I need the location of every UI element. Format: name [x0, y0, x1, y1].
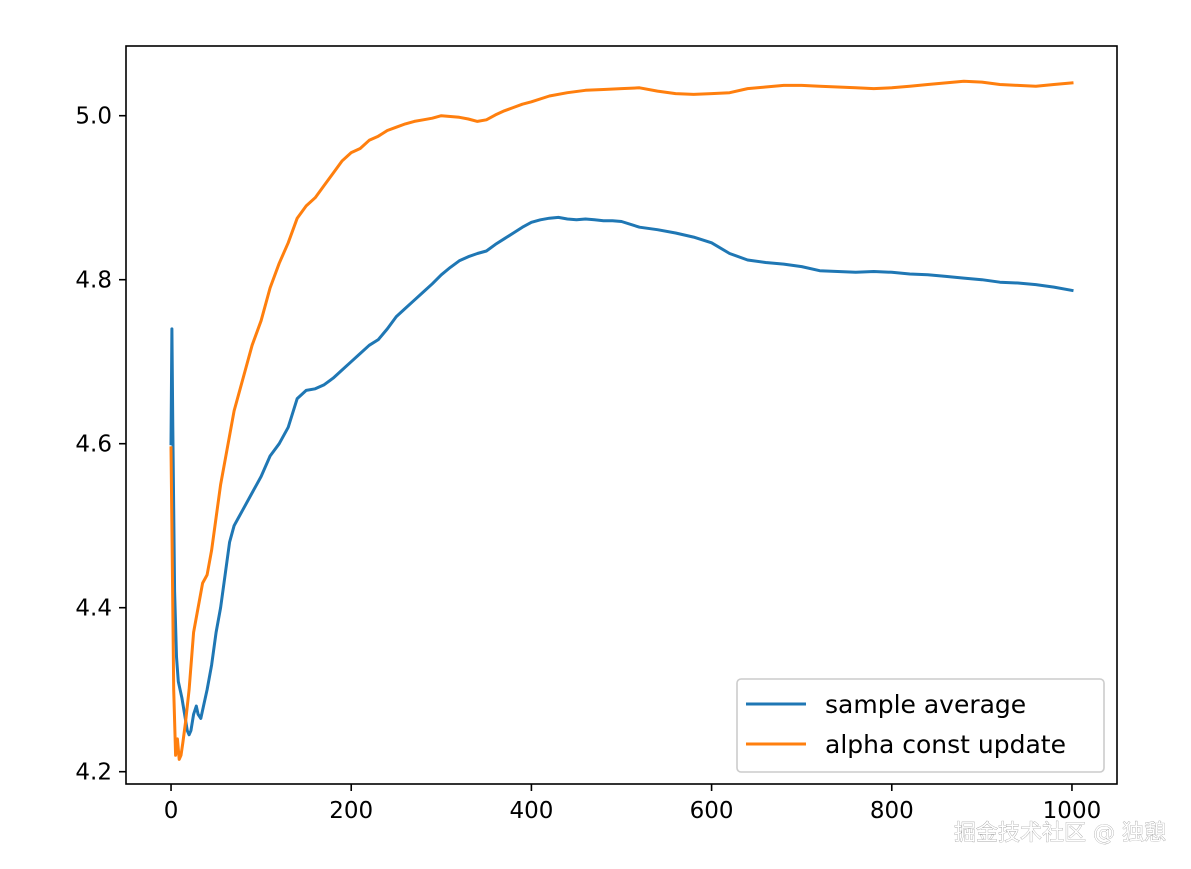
- y-tick-label-4: 5.0: [75, 104, 112, 130]
- x-tick-label-0: 0: [164, 798, 179, 824]
- x-tick-label-1: 200: [329, 798, 373, 824]
- legend: sample average alpha const update: [736, 678, 1105, 773]
- y-tick-label-0: 4.2: [75, 760, 112, 786]
- plot-area: [169, 79, 1074, 761]
- axes-frame: [125, 45, 1118, 785]
- series-line-1: [169, 79, 1074, 761]
- y-tick-label-2: 4.6: [75, 432, 112, 458]
- legend-box: [736, 678, 1105, 773]
- x-tick-label-5: 1000: [1043, 798, 1102, 824]
- x-tick-label-3: 600: [690, 798, 734, 824]
- legend-label-0: sample average: [825, 690, 1026, 719]
- y-tick-label-1: 4.4: [75, 596, 112, 622]
- axes: 0 200 400 600 800 1000 4.2 4.4 4.6 4.8 5.0: [75, 45, 1118, 824]
- x-tick-label-4: 800: [870, 798, 914, 824]
- watermark-text: 掘金技术社区 @ 独憩: [954, 821, 1166, 846]
- y-tick-label-3: 4.8: [75, 268, 112, 294]
- legend-label-1: alpha const update: [825, 730, 1066, 759]
- x-tick-label-2: 400: [509, 798, 553, 824]
- series-line-0: [169, 215, 1074, 737]
